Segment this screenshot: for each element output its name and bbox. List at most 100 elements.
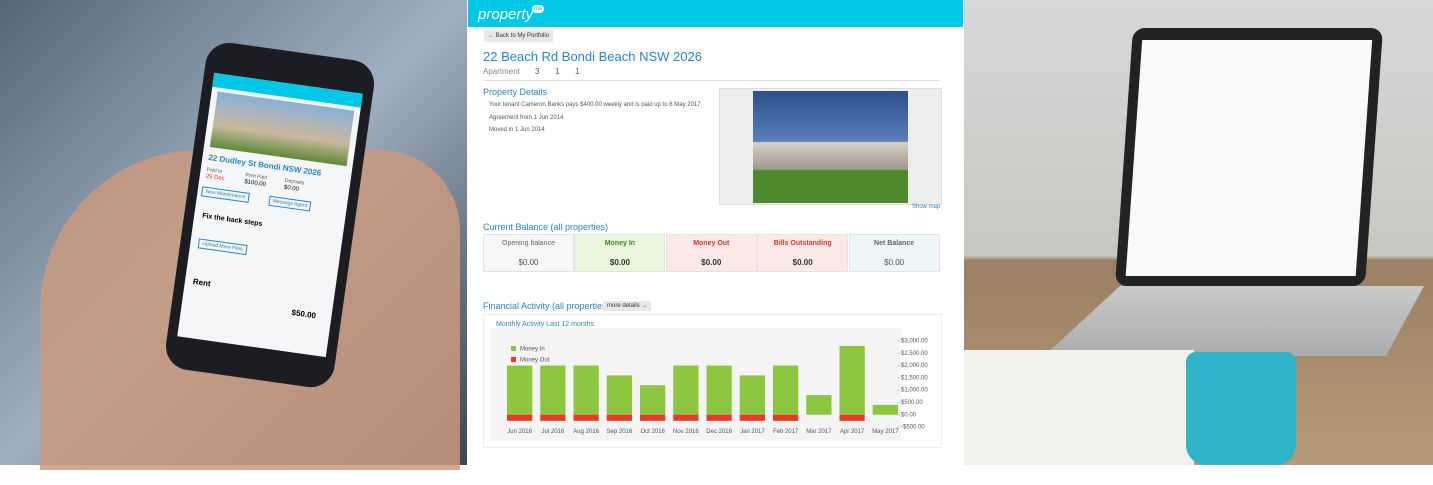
bar [739, 414, 766, 421]
balance-label: Money In [604, 240, 636, 247]
y-tick-label: -$500.00 [901, 425, 925, 431]
bar [573, 365, 599, 415]
logo[interactable]: property [478, 6, 534, 23]
x-tick-label: Jun 2016 [507, 429, 532, 435]
x-tick-label: Dec 2016 [706, 429, 732, 435]
balance-value: $0.00 [701, 258, 722, 267]
balance-value: $0.00 [518, 258, 539, 267]
bar [506, 365, 533, 415]
mug [1186, 352, 1296, 465]
y-tick-label: $1,000.00 [901, 388, 928, 394]
x-tick-label: Mar 2017 [806, 429, 832, 435]
property-photo [719, 88, 942, 205]
chart: $3,000.00 $2,500.00 $2,000.00 $1,500.00 $1,0… [491, 328, 928, 440]
laptop-photo [964, 0, 1433, 465]
bar [606, 375, 633, 415]
bar [639, 385, 666, 415]
agreement: Agreement from 1 Jun 2014 [489, 115, 564, 121]
x-tick-label: Aug 2016 [573, 429, 599, 435]
bar [706, 414, 732, 421]
balance-label: Opening balance [502, 240, 555, 247]
chart-title: Monthly Activity Last 12 months [496, 321, 595, 328]
y-tick-label: $2,500.00 [901, 351, 928, 357]
tenant-line: Your tenant Cameron Banks pays $400.00 w… [489, 102, 701, 108]
y-tick-label: $3,000.00 [901, 339, 928, 345]
laptop-screen [1114, 28, 1384, 286]
bar [872, 404, 899, 415]
bar [506, 414, 533, 421]
bar [839, 345, 865, 415]
phone-button[interactable]: New Maintenance [200, 186, 250, 203]
balance-cell [757, 234, 849, 272]
bar [706, 365, 732, 415]
x-tick-label: Sep 2016 [606, 429, 633, 435]
bar [739, 375, 766, 415]
legend-swatch [511, 357, 516, 362]
bedrooms: 3 [535, 67, 540, 76]
x-tick-label: Nov 2016 [673, 429, 699, 435]
laptop-display [1125, 40, 1373, 276]
y-tick-label: $1,500.00 [901, 375, 928, 381]
laptop-base [1044, 286, 1424, 356]
bar [573, 414, 599, 421]
bar [839, 414, 865, 421]
legend-label: Money Out [520, 358, 550, 364]
back-button[interactable]: ← Back to My Portfolio [484, 30, 554, 42]
legend-label: Money In [520, 347, 545, 353]
phone-value: $0.00 [283, 184, 300, 193]
phone-job: Fix the back steps [201, 212, 263, 228]
phone-button[interactable]: Upload More Files [197, 238, 248, 256]
bar [540, 365, 566, 415]
y-tick-label: $500.00 [901, 400, 923, 406]
phone-rent: Rent [192, 276, 212, 289]
balance-cell [848, 234, 940, 272]
header-bar [468, 0, 963, 27]
x-tick-label: Jul 2016 [541, 429, 565, 435]
balance-value: $0.00 [609, 258, 630, 267]
balance-cell [483, 234, 574, 272]
show-map[interactable]: Show map [912, 204, 941, 210]
y-tick-label: $0.00 [901, 412, 917, 418]
phone-photo: 22 Dudley St Bondi NSW 2026 Paid to 29 D… [0, 0, 467, 470]
section-heading: Property Details [483, 87, 548, 97]
balance-value: $0.00 [792, 258, 813, 267]
bar [639, 414, 666, 421]
x-tick-label: Feb 2017 [772, 429, 799, 435]
x-tick-label: Apr 2017 [839, 429, 865, 435]
bar [606, 414, 633, 421]
property-type: Apartment [483, 67, 520, 76]
logo-badge: me [532, 5, 545, 13]
property-title: 22 Beach Rd Bondi Beach NSW 2026 [483, 49, 702, 64]
paper [964, 350, 1194, 465]
balance-cell [574, 234, 666, 272]
bar [673, 414, 699, 421]
moved-in: Moved in 1 Jun 2014 [489, 127, 545, 133]
balance-label: Money Out [693, 240, 730, 247]
balance-value: $0.00 [884, 258, 905, 267]
phone-rent-due: $50.00 [291, 308, 317, 321]
x-tick-label: May 2017 [872, 429, 899, 435]
y-tick-label: $2,000.00 [901, 363, 928, 369]
bar [772, 414, 799, 421]
divider [483, 80, 940, 81]
bar [806, 395, 832, 415]
bar [673, 365, 699, 415]
x-tick-label: Oct 2016 [640, 429, 665, 435]
balance-label: Net Balance [874, 240, 915, 247]
more-details[interactable]: more details → [603, 301, 652, 311]
section-heading: Financial Activity (all properties) [483, 301, 610, 311]
bar [772, 365, 799, 415]
bathrooms: 1 [555, 67, 560, 76]
x-tick-label: Jan 2017 [740, 429, 765, 435]
balance-cell [665, 234, 757, 272]
house-image [753, 91, 908, 203]
legend-swatch [511, 346, 516, 351]
bar [540, 414, 566, 421]
parking: 1 [575, 67, 580, 76]
balance-label: Bills Outstanding [773, 240, 832, 247]
phone-value: 29 Dec [205, 173, 225, 183]
phone-button[interactable]: Message Agent [268, 195, 312, 212]
section-heading: Current Balance (all properties) [483, 222, 609, 232]
phone-screen: 22 Dudley St Bondi NSW 2026 Paid to 29 D… [177, 72, 363, 358]
